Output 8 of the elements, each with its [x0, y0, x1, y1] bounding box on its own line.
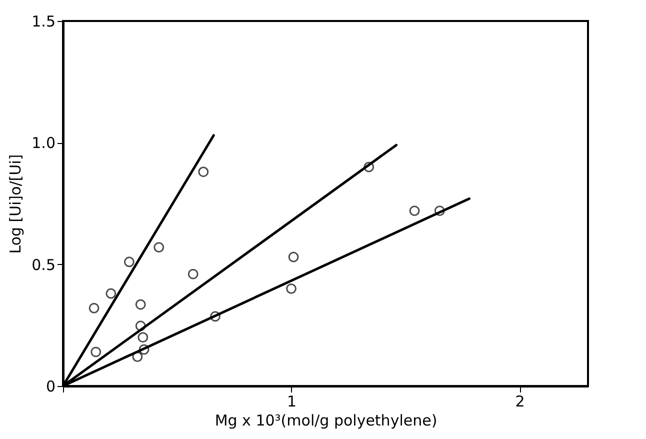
- x-tick-label: 1: [286, 392, 297, 410]
- y-tick-label: 0: [46, 378, 56, 396]
- x-axis-title: Mg x 10³(mol/g polyethylene): [214, 412, 438, 430]
- y-tick-label: 0.5: [32, 256, 56, 274]
- y-tick-label: 1.5: [32, 12, 56, 30]
- x-tick-label: 2: [515, 392, 525, 410]
- y-axis-title: Log [Ui]o/[Ui]: [6, 154, 25, 254]
- y-tick-label: 1.0: [32, 134, 56, 152]
